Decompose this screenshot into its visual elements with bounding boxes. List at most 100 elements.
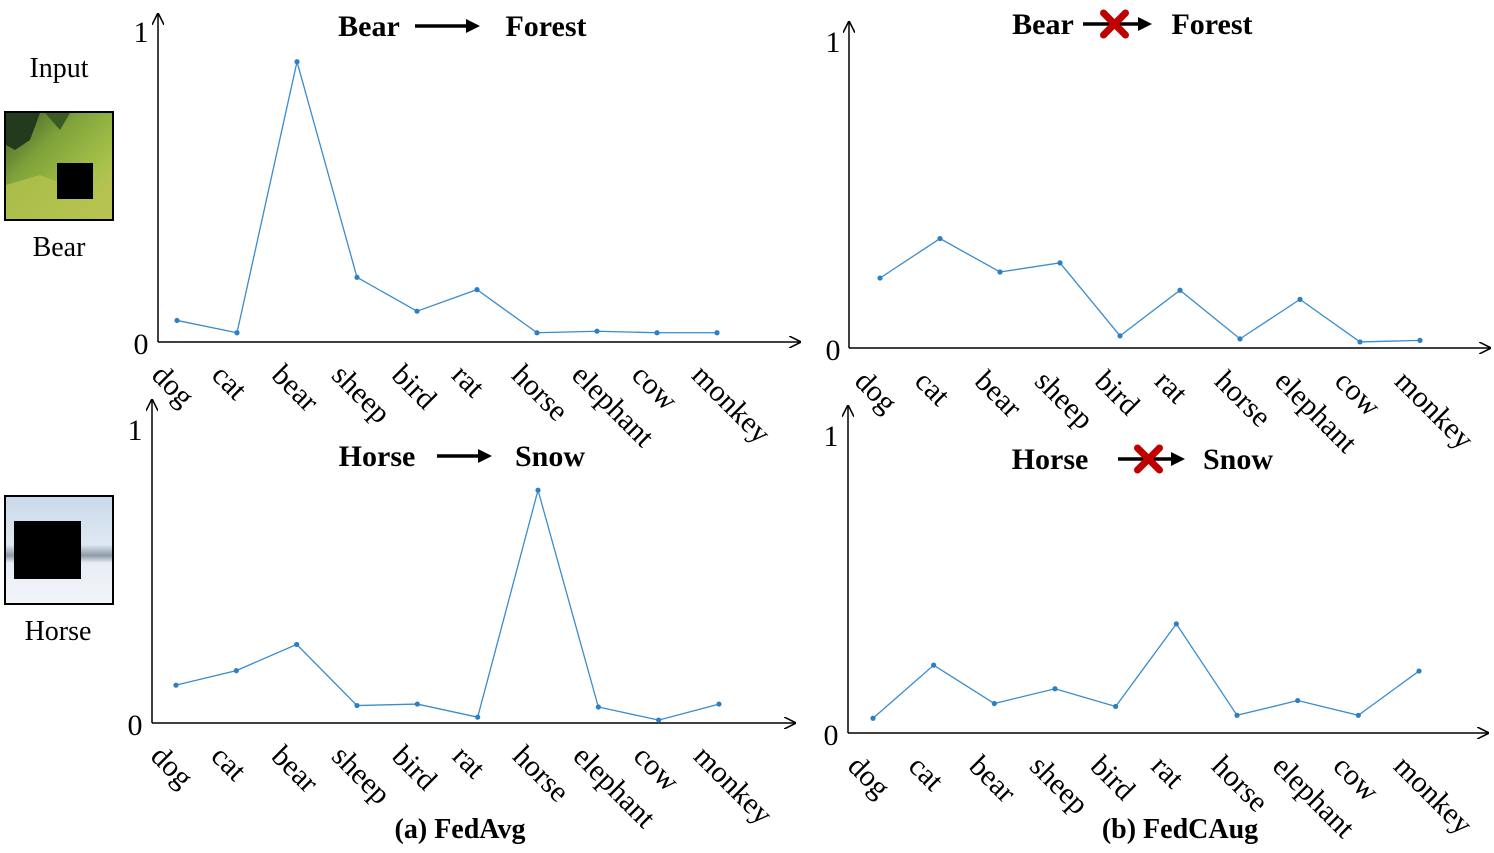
data-point — [1357, 339, 1363, 345]
y-tick-label: 1 — [128, 414, 143, 447]
x-tick-label: cat — [902, 749, 951, 798]
x-tick-label: dog — [848, 364, 903, 419]
y-tick-label: 0 — [826, 334, 841, 367]
x-tick-label: bear — [963, 749, 1023, 809]
sample-label-bear: Bear — [33, 232, 87, 263]
data-point — [1295, 697, 1301, 704]
bear-forest-thumbnail — [4, 111, 114, 221]
title-source: Horse — [339, 440, 416, 473]
x-tick-label: monkey — [687, 739, 779, 831]
title-target: Snow — [1203, 443, 1273, 476]
title-source: Bear — [1012, 8, 1074, 41]
title-source: Horse — [1012, 443, 1089, 476]
x-tick-label: rat — [446, 739, 492, 785]
y-tick-label: 1 — [824, 420, 839, 453]
sample-label-horse: Horse — [25, 616, 92, 647]
x-tick-label: dog — [841, 749, 896, 804]
x-tick-label: cat — [205, 739, 254, 788]
horse-snow-thumbnail — [4, 495, 114, 605]
x-tick-label: sheep — [325, 739, 397, 811]
data-point — [294, 59, 300, 65]
data-point — [174, 317, 180, 324]
data-point — [414, 308, 420, 314]
title-arrow-head — [466, 19, 480, 33]
data-point — [294, 641, 300, 648]
x-tick-label: horse — [506, 739, 575, 808]
x-tick-label: sheep — [1028, 364, 1100, 436]
data-point — [937, 235, 943, 242]
blocked-cross-icon — [1134, 444, 1163, 474]
data-point — [1297, 296, 1303, 302]
data-point — [594, 328, 600, 334]
title-target: Forest — [1171, 8, 1252, 41]
data-point — [1416, 668, 1422, 674]
data-point — [233, 668, 239, 674]
data-point — [714, 330, 720, 336]
x-tick-label: sheep — [325, 358, 397, 430]
title-target: Snow — [515, 440, 585, 473]
data-point — [475, 714, 481, 720]
series-line — [872, 622, 1420, 719]
data-point — [1113, 703, 1119, 710]
data-point — [1057, 260, 1063, 266]
data-point — [474, 287, 480, 293]
data-point — [1117, 333, 1123, 339]
data-point — [1052, 686, 1058, 692]
data-point — [997, 269, 1003, 275]
data-point — [173, 682, 179, 688]
x-tick-label: rat — [1145, 749, 1191, 795]
x-tick-label: monkey — [685, 358, 777, 450]
y-tick-label: 0 — [824, 719, 839, 752]
title-source: Bear — [338, 10, 400, 43]
x-tick-label: bear — [968, 364, 1028, 424]
x-tick-label: bear — [265, 739, 325, 799]
data-point — [595, 704, 601, 710]
data-point — [535, 487, 541, 493]
data-point — [654, 330, 660, 336]
y-tick-label: 1 — [134, 16, 149, 49]
series-line — [879, 237, 1421, 343]
y-tick-label: 1 — [826, 26, 841, 59]
data-point — [354, 702, 360, 709]
y-tick-label: 0 — [134, 328, 149, 361]
caption-fedavg: (a) FedAvg — [395, 814, 526, 845]
data-point — [1234, 712, 1240, 718]
data-point — [877, 275, 883, 281]
x-tick-label: cat — [908, 364, 957, 413]
x-tick-label: horse — [1208, 364, 1277, 433]
title-arrow-head — [478, 449, 492, 463]
data-point — [1417, 337, 1423, 343]
x-tick-label: dog — [145, 358, 200, 413]
data-point — [1237, 336, 1243, 342]
data-point — [870, 715, 876, 721]
data-point — [414, 701, 420, 707]
title-arrow-head — [1171, 452, 1185, 466]
blocked-cross-icon — [1100, 9, 1129, 39]
x-tick-label: rat — [445, 358, 491, 404]
data-point — [716, 701, 722, 707]
x-tick-label: sheep — [1023, 749, 1095, 821]
data-point — [991, 700, 997, 707]
data-point — [931, 662, 937, 668]
title-target: Forest — [505, 10, 586, 43]
x-tick-label: cat — [205, 358, 254, 407]
series-line — [175, 487, 720, 721]
data-point — [534, 330, 540, 336]
x-tick-label: dog — [144, 739, 199, 794]
title-arrow-head — [1138, 17, 1152, 31]
y-tick-label: 0 — [128, 709, 143, 742]
data-point — [1355, 712, 1361, 718]
caption-fedcaug: (b) FedCAug — [1102, 814, 1258, 845]
data-point — [1177, 287, 1183, 293]
data-point — [354, 274, 360, 280]
data-point — [234, 330, 240, 336]
x-tick-label: rat — [1148, 364, 1194, 410]
data-point — [656, 717, 662, 723]
x-tick-label: bear — [265, 358, 325, 418]
x-tick-label: monkey — [1387, 749, 1479, 841]
data-point — [1173, 621, 1179, 627]
x-tick-label: horse — [1205, 749, 1274, 818]
